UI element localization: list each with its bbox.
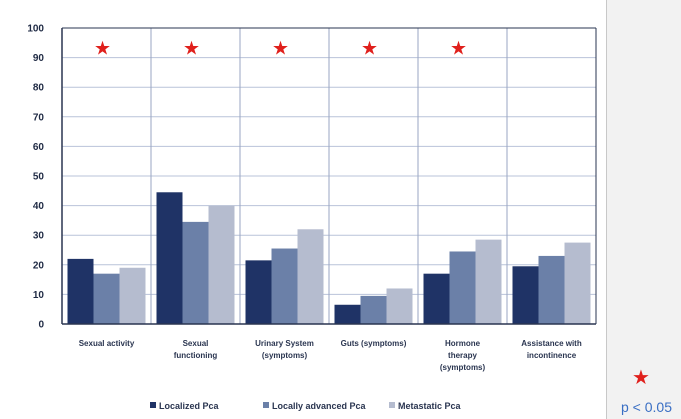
- y-tick-label: 60: [33, 142, 45, 153]
- bar-chart: ★ ★ ★ ★ ★ 0 10 20 30 40 50 60 70 80 90 100 Sexual acti…: [27, 24, 597, 411]
- bar: [386, 288, 413, 324]
- bar: [156, 192, 183, 324]
- y-tick-label: 0: [38, 320, 44, 331]
- bar: [334, 304, 361, 324]
- significance-star-icon: ★: [272, 38, 289, 60]
- bar: [182, 221, 209, 324]
- bar: [360, 295, 387, 324]
- category-label: Hormone therapy (symptoms): [440, 339, 486, 372]
- bar: [475, 239, 502, 324]
- bar: [245, 260, 272, 324]
- legend-swatch: [263, 402, 269, 408]
- significance-star-icon: ★: [450, 38, 467, 60]
- legend-entry: Localized Pca: [159, 401, 220, 411]
- bar: [564, 242, 591, 324]
- bar: [297, 229, 324, 324]
- category-label: Assistance with incontinence: [521, 339, 582, 360]
- bar: [93, 273, 120, 324]
- y-tick-label: 20: [33, 260, 45, 271]
- category-label: Sexual functioning: [174, 339, 218, 360]
- legend-entry: Locally advanced Pca: [272, 401, 367, 411]
- y-tick-label: 30: [33, 231, 45, 242]
- y-tick-label: 40: [33, 201, 45, 212]
- category-label: Sexual activity: [79, 339, 135, 348]
- y-tick-labels: 0 10 20 30 40 50 60 70 80 90 100: [27, 24, 44, 331]
- bar: [512, 266, 539, 324]
- significance-label: p < 0.05: [621, 399, 672, 415]
- bar: [538, 255, 565, 324]
- y-tick-label: 70: [33, 112, 45, 123]
- significance-star-icon: ★: [632, 367, 650, 389]
- bar: [208, 205, 235, 324]
- legend-swatch: [150, 402, 156, 408]
- gridlines: [62, 27, 596, 324]
- y-tick-label: 90: [33, 53, 45, 64]
- y-tick-label: 80: [33, 83, 45, 94]
- chart-frame: ★ ★ ★ ★ ★ 0 10 20 30 40 50 60 70 80 90 100 Sexual acti…: [0, 0, 607, 419]
- bar: [271, 248, 298, 324]
- significance-star-icon: ★: [94, 38, 111, 60]
- legend: Localized Pca Locally advanced Pca Metasta…: [150, 401, 462, 411]
- category-label: Guts (symptoms): [341, 339, 407, 348]
- bar: [449, 251, 476, 324]
- category-labels: Sexual activity Sexual functioning Urinary …: [79, 339, 582, 372]
- legend-entry: Metastatic Pca: [398, 401, 462, 411]
- bar: [119, 267, 146, 324]
- category-label: Urinary System (symptoms): [255, 339, 314, 360]
- legend-swatch: [389, 402, 395, 408]
- y-tick-label: 10: [33, 290, 45, 301]
- bars: [67, 192, 591, 324]
- significance-star-icon: ★: [183, 38, 200, 60]
- axes: [61, 27, 597, 325]
- bar: [423, 273, 450, 324]
- significance-stars: ★ ★ ★ ★ ★: [94, 38, 467, 60]
- significance-star-icon: ★: [361, 38, 378, 60]
- y-tick-label: 50: [33, 172, 45, 183]
- y-tick-label: 100: [27, 24, 44, 35]
- bar: [67, 258, 94, 324]
